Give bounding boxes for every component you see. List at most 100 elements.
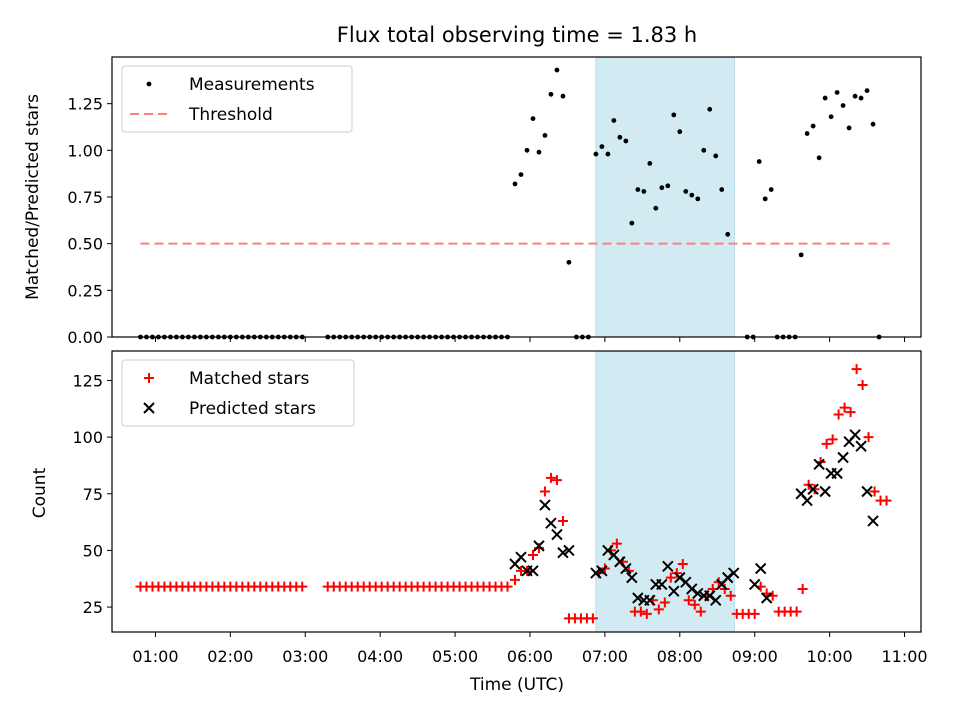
bottom-predicted-point-12 xyxy=(602,544,614,557)
bottom-predicted-point-33 xyxy=(728,567,740,579)
bottom-ytick-label-1: 50 xyxy=(83,541,103,560)
bottom-legend-label-1: Predicted stars xyxy=(189,399,316,419)
bottom-xtick-label-8: 09:00 xyxy=(732,647,778,666)
bottom-predicted-point-15 xyxy=(620,562,632,575)
bottom-ytick-label-3: 100 xyxy=(72,428,103,447)
top-point-93 xyxy=(719,187,725,192)
bottom-legend-box xyxy=(121,359,355,427)
top-ytick-label-4: 1.00 xyxy=(67,141,103,160)
top-point-99 xyxy=(768,187,774,192)
bottom-legend-label-0: Matched stars xyxy=(189,369,309,389)
bottom-matched-point-27 xyxy=(297,581,308,592)
bottom-predicted-point-23 xyxy=(668,585,680,597)
bottom-series-1 xyxy=(509,429,879,606)
bottom-ytick-label-0: 25 xyxy=(83,598,103,617)
bottom-predicted-point-40 xyxy=(813,458,825,471)
bottom-y-axis-label: Count xyxy=(30,467,50,518)
top-point-108 xyxy=(822,95,828,101)
bottom-ytick-label-4: 125 xyxy=(72,371,103,390)
top-point-72 xyxy=(593,151,599,157)
bottom-predicted-point-46 xyxy=(849,429,861,441)
top-point-84 xyxy=(665,183,671,189)
bottom-predicted-point-27 xyxy=(692,587,704,600)
top-legend-label-0: Measurements xyxy=(189,75,315,95)
bottom-matched-point-89 xyxy=(689,599,700,610)
top-ytick-label-2: 0.50 xyxy=(67,235,103,254)
bottom-matched-point-65 xyxy=(545,472,556,483)
bottom-matched-point-59 xyxy=(510,574,521,585)
top-point-113 xyxy=(852,93,858,99)
bottom-panel: 25 50 75 100 125 01:00 02:00 03:00 04:00 05:00 06:… xyxy=(72,350,928,666)
bottom-matched-point-80 xyxy=(635,606,646,617)
bottom-predicted-point-32 xyxy=(722,571,734,584)
bottom-matched-point-111 xyxy=(821,438,832,449)
bottom-matched-point-90 xyxy=(695,606,706,617)
bottom-matched-point-58 xyxy=(502,581,513,592)
top-point-110 xyxy=(834,90,840,95)
top-point-115 xyxy=(864,88,870,93)
top-legend-box xyxy=(121,65,353,133)
bottom-xtick-label-10: 11:00 xyxy=(881,647,927,666)
bottom-legend: Matched stars Predicted stars xyxy=(121,359,355,427)
bottom-matched-point-64 xyxy=(539,486,550,497)
top-point-62 xyxy=(530,116,536,121)
top-point-68 xyxy=(566,259,572,265)
bottom-matched-point-88 xyxy=(683,595,694,606)
top-point-92 xyxy=(713,153,719,159)
bottom-matched-point-84 xyxy=(659,597,670,608)
top-point-111 xyxy=(840,103,846,108)
bottom-predicted-point-34 xyxy=(748,578,761,591)
top-point-64 xyxy=(542,133,548,138)
bottom-predicted-point-38 xyxy=(801,494,813,507)
top-point-109 xyxy=(828,114,834,120)
bottom-matched-point-94 xyxy=(719,583,730,594)
bottom-matched-point-72 xyxy=(587,613,598,624)
bottom-predicted-point-10 xyxy=(590,567,602,579)
top-point-98 xyxy=(762,196,768,202)
bottom-predicted-point-21 xyxy=(656,578,668,591)
bottom-predicted-point-5 xyxy=(539,499,551,511)
bottom-xtick-label-5: 06:00 xyxy=(507,647,553,666)
bottom-matched-point-117 xyxy=(857,379,868,390)
bottom-matched-point-76 xyxy=(611,538,622,549)
bottom-matched-point-95 xyxy=(725,590,736,601)
top-point-75 xyxy=(611,118,617,123)
top-point-77 xyxy=(623,138,629,144)
bottom-predicted-point-39 xyxy=(807,483,819,495)
bottom-predicted-point-3 xyxy=(527,565,539,577)
bottom-matched-point-121 xyxy=(881,495,892,506)
top-point-81 xyxy=(647,161,653,166)
top-point-104 xyxy=(798,252,804,258)
bottom-predicted-point-47 xyxy=(855,440,867,452)
top-point-74 xyxy=(605,151,611,157)
bottom-predicted-point-17 xyxy=(632,592,644,604)
top-point-87 xyxy=(683,189,689,194)
top-point-59 xyxy=(512,181,518,187)
bottom-xtick-label-1: 02:00 xyxy=(207,647,253,666)
top-highlight-span xyxy=(595,56,735,338)
bottom-predicted-point-41 xyxy=(819,485,831,498)
bottom-xtick-label-0: 01:00 xyxy=(132,647,178,666)
top-point-112 xyxy=(846,125,852,131)
top-point-82 xyxy=(653,205,659,211)
top-ytick-label-5: 1.25 xyxy=(67,95,103,114)
top-point-107 xyxy=(816,155,822,161)
bottom-matched-point-106 xyxy=(791,606,802,617)
bottom-matched-point-114 xyxy=(839,402,850,413)
top-point-114 xyxy=(858,95,864,101)
bottom-matched-point-87 xyxy=(677,559,688,570)
bottom-predicted-point-44 xyxy=(837,451,849,464)
top-point-94 xyxy=(725,231,731,237)
bottom-matched-point-99 xyxy=(749,608,760,619)
top-point-78 xyxy=(629,220,635,226)
top-point-60 xyxy=(518,172,524,178)
top-point-66 xyxy=(554,67,560,73)
bottom-matched-point-109 xyxy=(809,484,820,495)
top-point-83 xyxy=(659,185,665,191)
top-point-89 xyxy=(695,196,701,202)
bottom-predicted-point-49 xyxy=(867,515,879,527)
top-point-97 xyxy=(756,159,762,164)
bottom-predicted-point-22 xyxy=(662,560,674,572)
bottom-predicted-point-35 xyxy=(754,562,767,575)
